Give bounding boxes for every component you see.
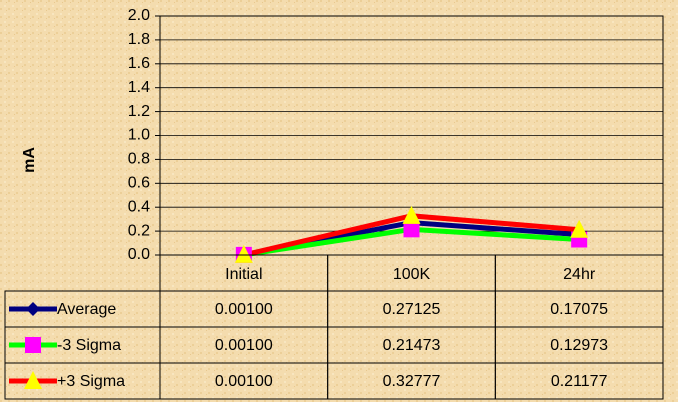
table-cell <box>494 362 664 400</box>
y-tick-label: 1.8 <box>128 31 150 48</box>
table-value: 0.12973 <box>550 337 608 354</box>
table-value: 0.32777 <box>383 373 441 390</box>
table-value: 0.21473 <box>383 337 441 354</box>
y-axis-label: mA <box>21 147 38 173</box>
table-value: 0.00100 <box>215 373 273 390</box>
marker <box>402 205 421 224</box>
y-tick-label: 2.0 <box>128 7 150 24</box>
y-tick-label: 0.4 <box>128 198 150 215</box>
y-tick-label: 0.8 <box>128 151 150 168</box>
legend-marker <box>25 337 41 353</box>
table-header: 24hr <box>563 266 596 283</box>
marker <box>234 244 253 263</box>
table-value: 0.00100 <box>215 337 273 354</box>
table-header: Initial <box>225 266 262 283</box>
table-value: 0.17075 <box>550 301 608 318</box>
legend-label: Average <box>57 301 116 318</box>
y-tick-label: 1.4 <box>128 79 150 96</box>
legend-marker <box>24 371 42 389</box>
y-tick-label: 1.0 <box>128 127 150 144</box>
legend-label: +3 Sigma <box>57 373 125 390</box>
table-value: 0.00100 <box>215 301 273 318</box>
y-tick-label: 0.6 <box>128 175 150 192</box>
legend-label: -3 Sigma <box>57 337 121 354</box>
table-value: 0.21177 <box>551 373 608 390</box>
y-tick-label: 0.0 <box>128 246 150 263</box>
legend-marker <box>26 302 40 316</box>
y-tick-label: 0.2 <box>128 222 150 239</box>
table-value: 0.27125 <box>383 301 441 318</box>
y-tick-label: 1.6 <box>128 55 150 72</box>
table-header: 100K <box>393 266 431 283</box>
y-tick-label: 1.2 <box>128 103 150 120</box>
marker <box>570 219 589 238</box>
marker <box>403 221 420 238</box>
